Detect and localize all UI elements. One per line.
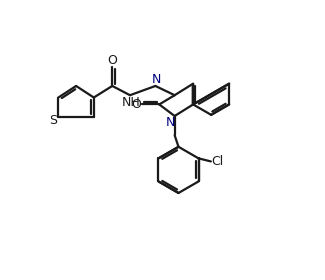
Text: NH: NH xyxy=(122,96,141,109)
Text: Cl: Cl xyxy=(211,155,223,168)
Text: N: N xyxy=(151,73,161,86)
Text: O: O xyxy=(131,98,141,111)
Text: N: N xyxy=(165,116,175,129)
Text: O: O xyxy=(107,54,117,67)
Text: S: S xyxy=(49,114,57,127)
